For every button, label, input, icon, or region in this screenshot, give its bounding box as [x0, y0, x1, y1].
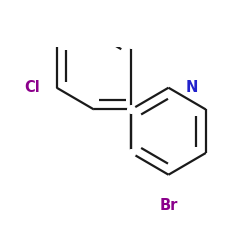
- Text: N: N: [186, 80, 198, 95]
- Text: Cl: Cl: [24, 80, 40, 95]
- Text: Br: Br: [159, 198, 178, 213]
